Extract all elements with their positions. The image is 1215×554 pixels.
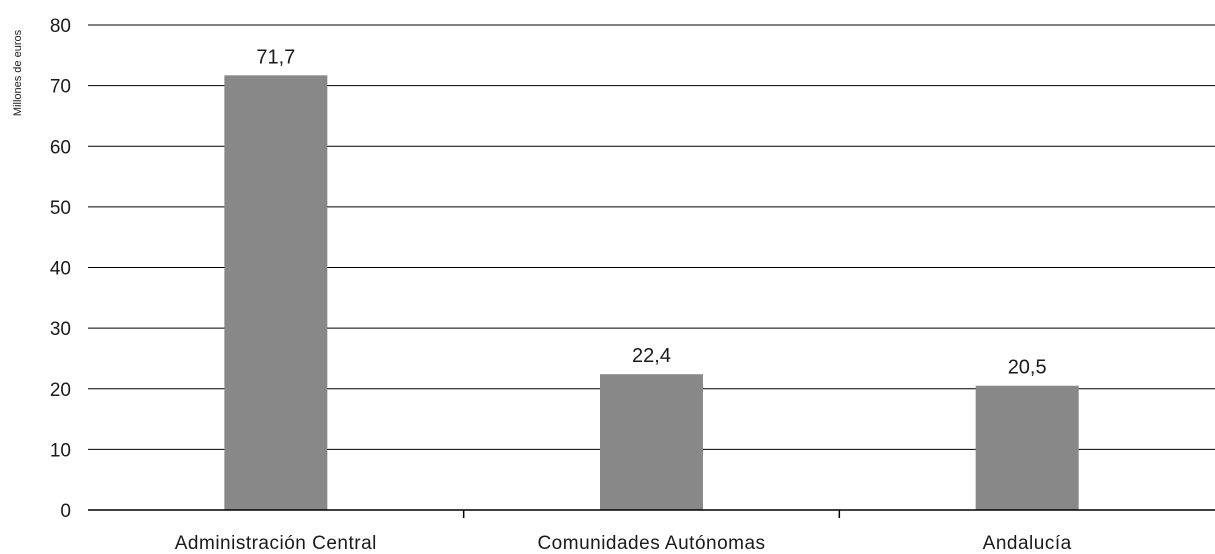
- x-axis: [88, 509, 1215, 518]
- y-tick-label: 10: [50, 440, 71, 461]
- y-tick-label: 30: [50, 319, 71, 340]
- labels: 0 10 20 30 40 50 60 70 80 71,7 Administración Cent…: [50, 16, 1072, 554]
- y-tick-label: 60: [50, 137, 71, 158]
- y-axis-title: Millones de euros: [12, 29, 24, 116]
- y-tick-label: 70: [50, 77, 71, 98]
- y-tick-label: 80: [50, 16, 71, 37]
- x-tick-label: Comunidades Autónomas: [537, 533, 765, 554]
- x-tick-label: Andalucía: [983, 533, 1072, 554]
- bar: [600, 374, 703, 510]
- y-tick-label: 20: [50, 380, 71, 401]
- y-tick-label: 40: [50, 259, 71, 280]
- bar: [224, 75, 328, 510]
- bars: [224, 75, 1079, 510]
- data-label: 71,7: [256, 46, 295, 68]
- data-label: 20,5: [1008, 357, 1047, 379]
- bar: [975, 385, 1079, 510]
- y-tick-label: 0: [60, 501, 71, 522]
- data-label: 22,4: [632, 345, 671, 367]
- y-tick-label: 50: [50, 198, 71, 219]
- x-tick-label: Administración Central: [175, 533, 377, 554]
